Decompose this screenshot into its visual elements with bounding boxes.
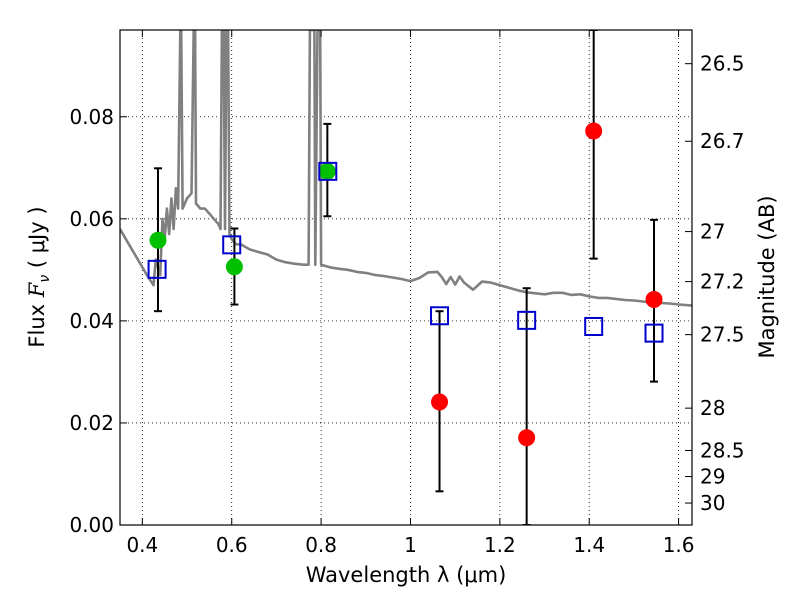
data-point-circle <box>585 122 603 140</box>
x-tick-label: 1 <box>404 533 417 557</box>
y-axis-label-prefix: Flux <box>25 297 49 347</box>
data-point-circle <box>225 258 243 276</box>
right-axis-label: Magnitude (AB) <box>755 195 779 358</box>
x-tick-label: 1.6 <box>663 533 695 557</box>
x-tick-label: 0.8 <box>305 533 337 557</box>
right-tick-label: 28 <box>700 396 725 420</box>
data-point-circle <box>318 162 336 180</box>
data-point-square <box>430 306 450 326</box>
data-point-square <box>644 323 664 343</box>
data-point-square <box>147 259 167 279</box>
data-point-square <box>222 235 242 255</box>
y-tick-label: 0.02 <box>69 411 114 435</box>
right-tick-label: 26.5 <box>700 52 745 76</box>
data-point-square <box>517 310 537 330</box>
data-point-square <box>584 316 604 336</box>
y-axis-label-variable: F <box>25 281 49 298</box>
right-tick-label: 29 <box>700 465 725 489</box>
y-tick-label: 0.06 <box>69 207 114 231</box>
right-tick-label: 27.2 <box>700 270 745 294</box>
data-point-circle <box>518 429 536 447</box>
y-tick-label: 0.08 <box>69 105 114 129</box>
data-point-circle <box>149 231 167 249</box>
y-axis-label: Flux Fν ( μJy ) <box>25 206 53 347</box>
data-markers <box>147 122 664 447</box>
x-tick-label: 1.4 <box>573 533 605 557</box>
data-point-circle <box>645 290 663 308</box>
y-tick-label: 0.00 <box>69 513 114 537</box>
y-axis-label-suffix: ( μJy ) <box>25 206 49 274</box>
x-tick-label: 0.6 <box>216 533 248 557</box>
x-tick-label: 0.4 <box>126 533 158 557</box>
x-axis-ticks: 0.4 0.6 0.8 1 1.2 1.4 1.6 <box>126 30 695 557</box>
plot-frame <box>119 29 693 526</box>
right-tick-label: 27 <box>700 220 725 244</box>
x-tick-label: 1.2 <box>484 533 516 557</box>
right-tick-label: 26.7 <box>700 129 745 153</box>
y-axis-ticks: 0.00 0.02 0.04 0.06 0.08 <box>69 105 127 537</box>
right-tick-label: 30 <box>700 491 725 515</box>
y-axis-label-subscript: ν <box>37 275 53 283</box>
right-tick-label: 27.5 <box>700 323 745 347</box>
data-point-square <box>318 161 338 181</box>
x-axis-label: Wavelength λ (μm) <box>306 563 507 587</box>
data-point-circle <box>431 393 449 411</box>
plot-background <box>120 30 692 525</box>
model-spectrum-line <box>120 30 692 307</box>
y-tick-label: 0.04 <box>69 309 114 333</box>
model-spectrum <box>120 30 692 307</box>
right-tick-label: 28.5 <box>700 438 745 462</box>
